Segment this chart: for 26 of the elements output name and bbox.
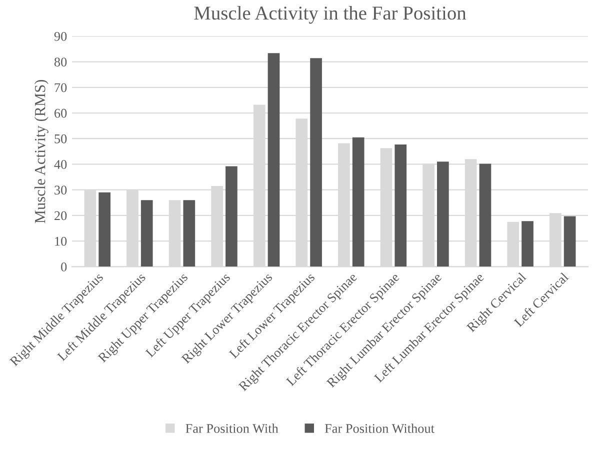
y-tick-label: 40 [54, 160, 67, 169]
y-tick-label: 0 [61, 262, 67, 272]
bar [310, 58, 322, 267]
bar [268, 53, 280, 267]
y-tick-label: 20 [54, 211, 67, 220]
bar [564, 216, 576, 267]
legend-label: Far Position Without [324, 424, 434, 433]
bar [437, 162, 449, 267]
bar [522, 221, 534, 267]
bar [183, 200, 196, 267]
y-tick-label: 10 [55, 236, 67, 246]
bar [394, 144, 407, 267]
bar [98, 192, 110, 267]
y-tick-label: 90 [54, 32, 67, 41]
bar [479, 164, 492, 267]
chart-title: Muscle Activity in the Far Position [194, 6, 466, 24]
y-tick-label: 80 [54, 58, 67, 66]
legend-label: Far Position With [186, 424, 278, 433]
y-tick-label: 60 [54, 108, 67, 118]
y-tick-label: 30 [54, 186, 67, 195]
bar [140, 200, 153, 267]
y-tick-label: 70 [54, 83, 67, 92]
y-tick-label: 50 [54, 134, 67, 144]
bar [226, 166, 238, 267]
y-axis-title: Muscle Activity (RMS) [34, 80, 48, 224]
bar [352, 137, 364, 267]
